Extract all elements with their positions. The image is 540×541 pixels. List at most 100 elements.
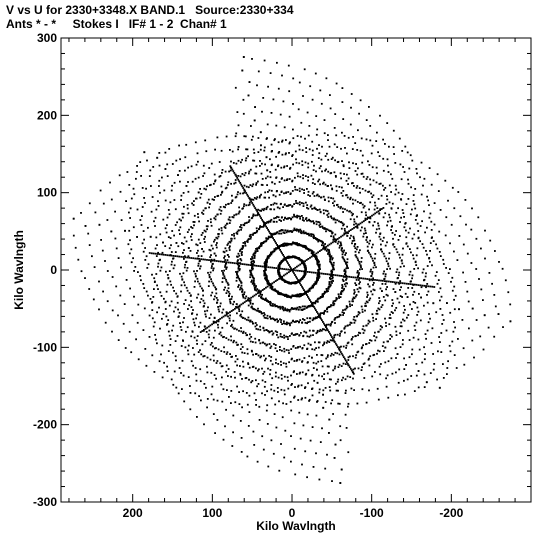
uv-point [280,388,283,391]
uv-point [267,235,270,238]
uv-point [342,289,345,292]
uv-point [261,367,263,370]
uv-point [412,293,414,296]
uv-point [407,329,410,332]
uv-point [303,270,305,273]
uv-point [331,258,334,261]
uv-point [279,346,281,348]
uv-point [265,278,267,281]
uv-point [478,278,480,280]
uv-point [210,267,213,269]
uv-point [172,351,174,354]
uv-point [316,194,318,197]
uv-point [344,271,347,274]
uv-point [374,339,377,342]
uv-point [263,207,266,210]
uv-point [329,277,331,279]
uv-point [180,255,183,258]
uv-point [327,365,330,368]
uv-point [398,301,401,304]
uv-point [184,299,187,301]
uv-point [268,301,270,303]
uv-point [301,321,304,324]
uv-point [203,238,206,240]
uv-point [333,238,336,240]
uv-point [395,230,397,232]
uv-point [354,295,357,298]
uv-point [326,310,329,313]
uv-point [256,288,259,290]
uv-point [256,460,259,463]
uv-point [253,283,256,286]
uv-point [293,422,296,425]
uv-point [340,235,342,238]
uv-point [221,326,224,329]
uv-point [229,219,232,222]
uv-point [241,351,244,354]
uv-point [480,247,482,250]
uv-point [181,216,184,219]
uv-point [241,293,244,296]
uv-point [334,342,337,345]
uv-point [214,148,216,151]
uv-point [163,361,165,364]
uv-point [397,207,399,210]
uv-point [264,381,267,383]
uv-point [153,220,155,223]
uv-point [236,385,238,388]
uv-point [167,277,170,280]
uv-point [202,209,205,212]
uv-point [255,328,258,330]
uv-point [292,241,294,244]
uv-point [331,320,334,323]
uv-point [245,263,248,266]
uv-point [230,239,233,242]
uv-point [311,356,313,359]
uv-point [294,386,296,388]
uv-point [380,208,383,210]
uv-point [269,347,272,349]
uv-point [328,281,331,283]
uv-point [318,263,321,266]
uv-point [343,327,346,329]
uv-point [413,268,416,270]
uv-point [283,389,286,392]
uv-point [302,318,304,320]
uv-point [433,223,436,226]
uv-point [295,269,297,272]
uv-point [229,261,232,264]
uv-point [188,228,190,231]
uv-point [464,281,467,283]
uv-point [193,321,196,324]
uv-point [135,177,137,180]
uv-point [284,273,287,276]
uv-point [321,244,323,247]
uv-point [408,339,411,341]
uv-point [301,259,303,262]
uv-point [168,254,171,257]
uv-point [136,236,138,238]
uv-point [146,159,148,162]
uv-point [332,236,335,239]
uv-point [153,288,155,290]
uv-point [388,317,391,319]
uv-point [147,226,149,229]
uv-point [266,258,268,261]
uv-point [338,274,341,277]
uv-point [409,248,411,250]
uv-point [379,373,382,376]
uv-point [345,307,348,310]
uv-point [296,320,299,322]
uv-point [415,254,418,257]
uv-point [368,208,370,211]
uv-point [174,355,177,358]
uv-point [274,375,277,378]
uv-point [227,181,230,184]
uv-point [218,260,220,263]
uv-point [367,358,370,361]
uv-point [407,283,410,285]
uv-point [387,396,390,399]
uv-point [231,199,234,202]
uv-point [390,311,393,313]
uv-point [331,265,334,268]
